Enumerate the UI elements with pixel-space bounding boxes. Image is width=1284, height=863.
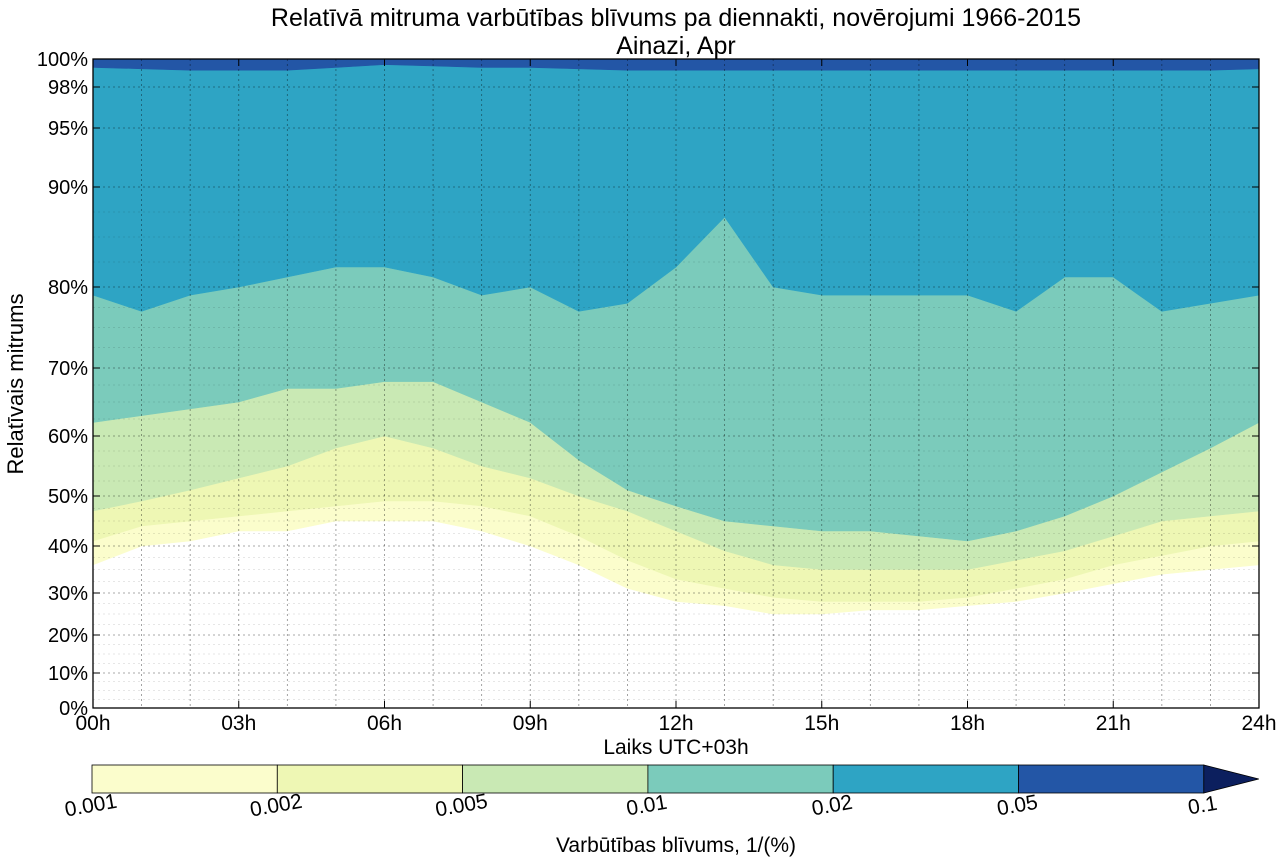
y-tick-label: 70% xyxy=(48,358,88,380)
y-tick-label: 40% xyxy=(48,536,88,558)
plot-frame xyxy=(92,58,1260,709)
y-tick-label: 90% xyxy=(48,177,88,199)
chart-subtitle: Ainazi, Apr xyxy=(616,32,736,60)
y-tick-label: 100% xyxy=(37,49,88,71)
y-tick-label: 50% xyxy=(48,486,88,508)
colorbar-extend-arrow xyxy=(1203,764,1259,794)
plot-area xyxy=(92,58,1260,709)
y-axis-label: Relatīvais mitrums xyxy=(3,294,28,475)
colorbar-cells xyxy=(91,764,1259,794)
colorbar-tick-labels: 0.001 0.002 0.005 0.01 0.02 0.05 0.1 xyxy=(63,790,1219,822)
x-axis-label: Laiks UTC+03h xyxy=(603,736,748,759)
x-tick-label: 12h xyxy=(658,712,693,735)
y-tick-label: 95% xyxy=(48,118,88,140)
y-tick-label: 80% xyxy=(48,277,88,299)
x-tick-label: 03h xyxy=(221,712,256,735)
y-tick-label: 60% xyxy=(48,426,88,448)
contour-bands xyxy=(92,58,1260,615)
y-tick-label: 0% xyxy=(59,698,88,720)
x-tick-label: 09h xyxy=(513,712,548,735)
colorbar-tick-label: 0.05 xyxy=(995,791,1039,821)
y-tick-label: 20% xyxy=(48,625,88,647)
colorbar-tick-label: 0.02 xyxy=(810,791,854,821)
grid-lines xyxy=(93,59,1259,708)
colorbar-cell-0 xyxy=(91,764,278,794)
y-tick-labels: 0% 10% 20% 30% 40% 50% 60% 70% 80% 90% 95% 98% 100% xyxy=(37,49,88,720)
x-tick-labels: 00h 03h 06h 09h 12h 15h 18h 21h 24h xyxy=(75,712,1276,735)
colorbar-cell-3 xyxy=(647,764,834,794)
colorbar-cell-1 xyxy=(276,764,463,794)
colorbar-cell-5 xyxy=(1018,764,1205,794)
colorbar-cell-4 xyxy=(832,764,1019,794)
chart-title: Relatīvā mitruma varbūtības blīvums pa d… xyxy=(271,4,1081,32)
x-tick-label: 21h xyxy=(1096,712,1131,735)
colorbar-tick-label: 0.1 xyxy=(1186,792,1219,820)
y-tick-label: 30% xyxy=(48,583,88,605)
x-tick-label: 00h xyxy=(75,712,110,735)
x-tick-label: 24h xyxy=(1241,712,1276,735)
colorbar-tick-label: 0.01 xyxy=(625,791,669,821)
colorbar-tick-label: 0.005 xyxy=(434,790,490,822)
colorbar-label: Varbūtības blīvums, 1/(%) xyxy=(556,834,796,857)
colorbar-tick-label: 0.001 xyxy=(63,790,119,822)
x-tick-label: 06h xyxy=(367,712,402,735)
y-tick-label: 98% xyxy=(48,77,88,99)
x-tick-label: 18h xyxy=(950,712,985,735)
x-tick-label: 15h xyxy=(804,712,839,735)
y-tick-label: 10% xyxy=(48,663,88,685)
colorbar: 0.001 0.002 0.005 0.01 0.02 0.05 0.1 Varbūtība… xyxy=(63,764,1259,857)
colorbar-tick-label: 0.002 xyxy=(248,790,304,822)
colorbar-cell-2 xyxy=(462,764,649,794)
